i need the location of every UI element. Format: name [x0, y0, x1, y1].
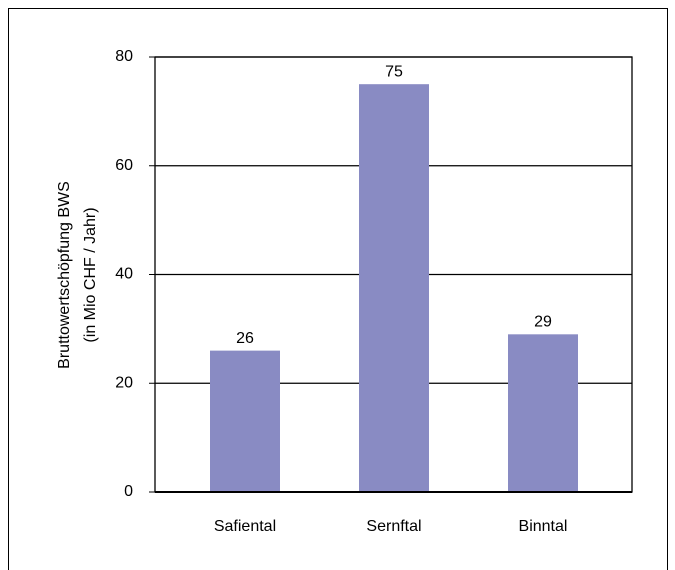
x-tick-label: Sernftal	[366, 518, 421, 535]
value-label: 75	[385, 63, 403, 80]
x-tick-label: Binntal	[519, 518, 568, 535]
y-tick-label: 0	[124, 483, 133, 500]
bar	[210, 350, 280, 492]
value-label: 29	[534, 314, 552, 331]
y-tick-label: 80	[115, 48, 133, 65]
x-tick-label: Safiental	[214, 518, 276, 535]
y-tick-label: 60	[115, 157, 133, 174]
y-tick-label: 20	[115, 374, 133, 391]
y-axis-label: Bruttowertschöpfung BWS (in Mio CHF / Ja…	[56, 181, 99, 369]
bar	[359, 84, 429, 492]
y-tick-label: 40	[115, 266, 133, 283]
y-axis-label-line: (in Mio CHF / Jahr)	[82, 207, 99, 342]
bar	[508, 334, 578, 492]
y-axis-label-line: Bruttowertschöpfung BWS	[56, 181, 73, 369]
value-label: 26	[236, 330, 254, 347]
